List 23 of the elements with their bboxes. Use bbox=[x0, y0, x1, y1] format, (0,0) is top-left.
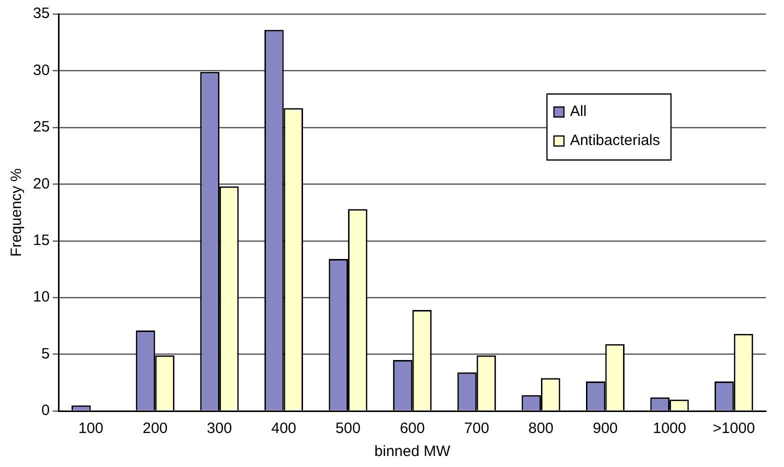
x-tick-label: 500 bbox=[336, 420, 361, 438]
y-tick-label: 35 bbox=[32, 5, 50, 22]
y-tick-label: 0 bbox=[41, 402, 50, 420]
y-tick-label: 5 bbox=[41, 345, 50, 362]
legend-label: Antibacterials bbox=[570, 132, 660, 150]
x-tick-label: 100 bbox=[78, 420, 104, 438]
x-tick-label: 900 bbox=[592, 420, 618, 438]
y-tick-label: 10 bbox=[32, 288, 50, 306]
x-tick-label: 800 bbox=[528, 420, 554, 438]
x-tick-label: 200 bbox=[142, 420, 168, 438]
x-tick-label: 600 bbox=[400, 420, 425, 438]
y-tick-label: 20 bbox=[32, 175, 50, 192]
x-tick-label: 1000 bbox=[652, 420, 686, 438]
y-tick-label: 25 bbox=[32, 118, 50, 136]
y-tick-label: 30 bbox=[32, 62, 50, 79]
x-tick-label: 300 bbox=[206, 420, 232, 438]
x-axis-title: binned MW bbox=[374, 443, 452, 460]
legend-label: All bbox=[570, 103, 587, 120]
x-tick-label: 700 bbox=[464, 420, 490, 438]
x-tick-label: >1000 bbox=[712, 420, 755, 438]
x-tick-label: 400 bbox=[271, 420, 296, 438]
y-tick-label: 15 bbox=[32, 232, 50, 249]
y-axis-title: Frequency % bbox=[8, 168, 26, 257]
